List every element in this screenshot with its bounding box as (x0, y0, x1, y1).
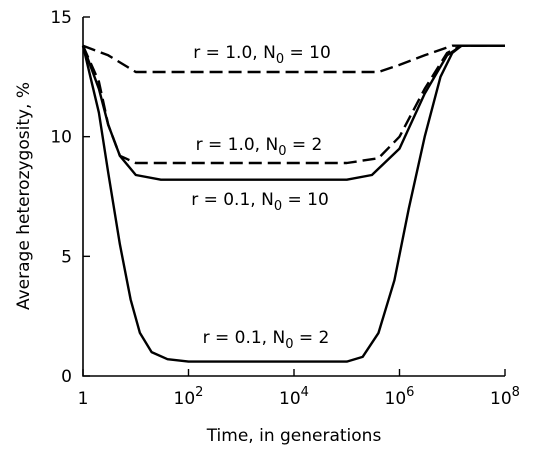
curve-r-1-0-n0-10 (82, 44, 505, 74)
y-tick-label-1: 5 (61, 247, 72, 267)
series-label-r-1-0-n0-10: r = 1.0, N0 = 10 (193, 43, 331, 67)
x-axis-title: Time, in generations (206, 426, 382, 446)
y-axis-title: Average heterozygosity, % (14, 82, 34, 310)
series-label-r-0-1-n0-2: r = 0.1, N0 = 2 (203, 328, 330, 352)
y-tick-label-0: 0 (61, 367, 72, 387)
x-axis-ticks: 1 102 104 106 108 (78, 369, 520, 409)
curves (81, 44, 505, 363)
y-tick-label-3: 15 (50, 8, 72, 28)
series-labels: r = 1.0, N0 = 10 r = 1.0, N0 = 2 r = 0.1, … (191, 43, 331, 352)
y-tick-label-2: 10 (50, 128, 72, 148)
y-axis-ticks: 0 5 10 15 (50, 8, 90, 387)
x-tick-label-0: 1 (78, 389, 89, 409)
x-tick-label-4: 108 (490, 385, 520, 409)
curve-r-0-1-n0-10 (81, 44, 505, 181)
series-label-r-0-1-n0-10: r = 0.1, N0 = 10 (191, 190, 329, 214)
x-tick-label-1: 102 (174, 385, 204, 409)
x-tick-label-2: 104 (279, 385, 309, 409)
series-label-r-1-0-n0-2: r = 1.0, N0 = 2 (196, 135, 323, 159)
x-tick-label-3: 106 (385, 385, 415, 409)
curve-r-0-1-n0-2 (81, 44, 505, 363)
